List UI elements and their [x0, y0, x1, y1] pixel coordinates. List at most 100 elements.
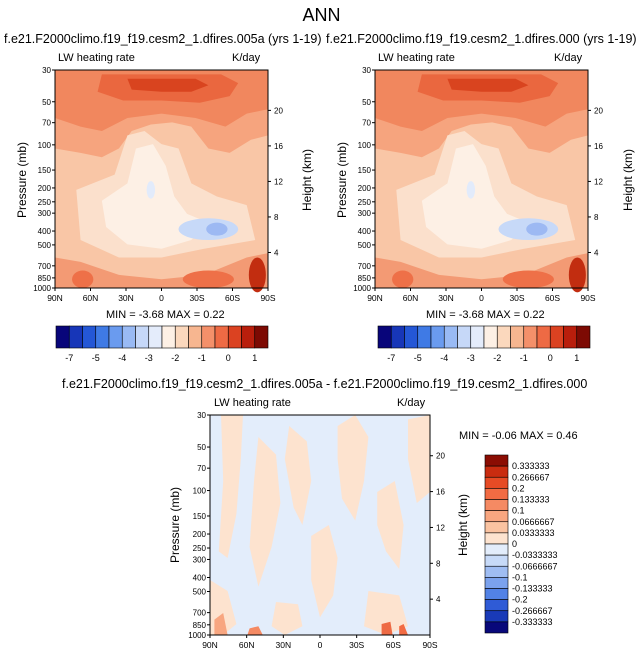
contour-region	[526, 222, 548, 236]
panel3-colorbar-label: -0.0666667	[512, 561, 558, 571]
panel2-ytick-label: 30	[362, 66, 371, 75]
contour-region	[146, 181, 156, 199]
panel3-colorbar-swatch	[484, 499, 509, 511]
panel2-colorbar-label: -3	[467, 353, 475, 363]
panel2-ytick-label: 300	[358, 209, 372, 218]
panel3-colorbar-swatch	[484, 543, 509, 556]
panel3-subtitle: f.e21.F2000climo.f19_f19.cesm2_1.dfires.…	[62, 377, 588, 391]
panel1-xtick-label: 60S	[225, 293, 240, 303]
panel1-xtick-label: 60N	[83, 293, 99, 303]
contour-region	[127, 78, 209, 92]
panel3-colorbar-swatch	[484, 454, 509, 467]
panel2-ylabel: Pressure (mb)	[335, 142, 349, 219]
panel3-ytick-label: 150	[193, 512, 207, 521]
panel3-colorbar-label: -0.333333	[512, 617, 553, 627]
panel3-minmax: MIN = -0.06 MAX = 0.46	[459, 430, 578, 442]
panel3-ytick-label: 70	[197, 464, 206, 473]
panel3-ytick-label: 100	[193, 487, 207, 496]
panel1-xtick-label: 0	[159, 293, 164, 303]
panel2-ytick-label: 850	[358, 274, 372, 283]
panel2-ytick-label: 700	[358, 262, 372, 271]
panel3-xtick-label: 90N	[202, 640, 218, 650]
panel1-colorbar-swatch	[95, 325, 110, 349]
panel2-y2tick-label: 16	[594, 142, 603, 151]
panel3-colorbar-label: 0.2	[512, 483, 525, 493]
panel2-xtick-label: 30N	[438, 293, 454, 303]
panel3-ytick-label: 200	[193, 530, 207, 539]
contour-region	[466, 181, 476, 199]
panel1-ytick-label: 500	[38, 241, 52, 250]
panel1-colorbar-label: -7	[65, 353, 73, 363]
panel2-colorbar-swatch	[377, 325, 392, 349]
panel3-colorbar-swatch	[484, 521, 509, 534]
panel2-ytick-label: 50	[362, 98, 371, 107]
panel3-variable-label: LW heating rate	[214, 397, 291, 409]
panel3-ytick-label: 50	[197, 443, 206, 452]
contour-region	[311, 525, 338, 618]
panel2-ytick-label: 100	[358, 141, 372, 150]
panel3-colorbar-swatch	[484, 476, 509, 489]
panel1-minmax: MIN = -3.68 MAX = 0.22	[106, 309, 225, 321]
panel2-xtick-label: 0	[479, 293, 484, 303]
panel1-xtick-label: 90S	[260, 293, 275, 303]
panel1-colorbar-swatch	[121, 325, 136, 349]
panel1-subtitle: f.e21.F2000climo.f19_f19.cesm2_1.dfires.…	[4, 32, 322, 46]
contour-region	[101, 144, 209, 249]
panel2-colorbar-label: 0	[548, 353, 553, 363]
panel1-colorbar-swatch	[201, 325, 216, 349]
contour-region	[392, 270, 414, 288]
panel3-colorbar-label: 0.0333333	[512, 528, 555, 538]
panel3-colorbar-swatch	[484, 577, 509, 589]
panel3-colorbar-swatch	[484, 621, 509, 634]
panel1-y2tick-label: 20	[274, 106, 283, 115]
panel2-colorbar-swatch	[563, 325, 578, 349]
panel2-colorbar-swatch	[457, 325, 472, 349]
contour-region	[247, 626, 263, 635]
panel2-colorbar-swatch	[483, 325, 498, 349]
contour-region	[72, 270, 94, 288]
panel2-xtick-label: 60S	[545, 293, 560, 303]
panel3-ytick-label: 850	[193, 621, 207, 630]
panel1-colorbar-swatch	[135, 325, 150, 349]
panel1-colorbar-swatch	[148, 325, 163, 349]
panel3-ytick-label: 1000	[188, 631, 206, 640]
figure-title: ANN	[302, 5, 341, 25]
panel2-ytick-label: 250	[358, 198, 372, 207]
contour-region	[248, 257, 266, 293]
panel1-colorbar-swatch	[82, 325, 97, 349]
panel3-y2tick-label: 16	[436, 488, 445, 497]
panel2-minmax: MIN = -3.68 MAX = 0.22	[426, 309, 545, 321]
contour-region	[364, 591, 408, 635]
contour-region	[284, 426, 312, 525]
panel1-colorbar-swatch	[55, 325, 70, 349]
panel3-y2tick-label: 12	[436, 523, 445, 532]
panel3-units-label: K/day	[397, 397, 426, 409]
panel3-y2tick-label: 8	[436, 559, 441, 568]
panel1-y2tick-label: 8	[274, 213, 279, 222]
panel2-colorbar-label: -5	[414, 353, 422, 363]
panel2-colorbar-label: -7	[387, 353, 395, 363]
contour-region	[399, 624, 408, 635]
panel3-field	[209, 414, 431, 636]
panel2-y2tick-label: 4	[594, 248, 599, 257]
panel1-colorbar-label: 0	[226, 353, 231, 363]
panel1-colorbar-label: -2	[171, 353, 179, 363]
panel1-ytick-label: 250	[38, 198, 52, 207]
panel3-ytick-label: 700	[193, 609, 207, 618]
contour-region	[568, 257, 586, 293]
panel1-colorbar-swatch	[108, 325, 123, 349]
panel3-colorbar-swatch	[484, 510, 509, 523]
contour-region	[271, 602, 303, 635]
panel3-colorbar-label: -0.0333333	[512, 550, 558, 560]
contour-region	[421, 144, 529, 249]
panel3-ytick-label: 250	[193, 544, 207, 553]
panel2-xtick-label: 90N	[367, 293, 383, 303]
panel3-colorbar-swatch	[484, 465, 509, 478]
panel2-y2tick-label: 8	[594, 213, 599, 222]
panel2-colorbar-swatch	[443, 325, 458, 349]
panel2-colorbar-swatch	[390, 325, 405, 349]
panel3-xtick-label: 30S	[349, 640, 364, 650]
panel1-colorbar-label: 1	[252, 353, 257, 363]
panel3-colorbar-label: -0.1	[512, 572, 528, 582]
panel2-colorbar-swatch	[523, 325, 538, 349]
